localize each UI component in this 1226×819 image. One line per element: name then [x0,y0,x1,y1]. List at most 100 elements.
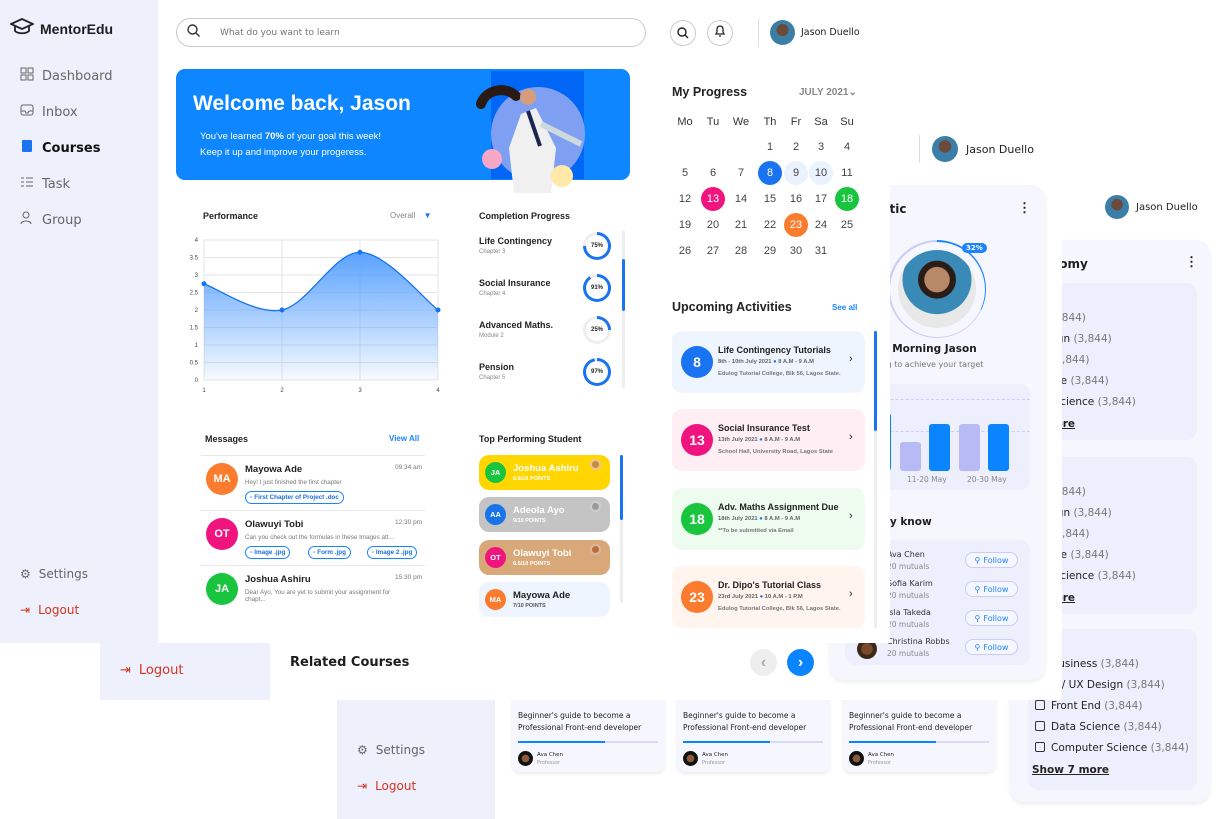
more-icon[interactable]: ⋮ [1018,200,1031,215]
avatar: AA [485,504,506,525]
attachment-chip[interactable]: ▫ Image 2 .jpg [366,546,418,559]
calendar-day[interactable]: 19 [678,219,692,231]
calendar-day[interactable]: 14 [734,193,748,205]
calendar-day[interactable]: 23 [784,213,808,237]
student-card[interactable]: AA Adeola Ayo 9/10 POINTS [479,497,610,532]
calendar-day[interactable]: 31 [814,245,828,257]
bar [958,424,980,471]
follow-button[interactable]: ⚲ Follow [965,552,1018,568]
calendar-day[interactable]: 27 [706,245,720,257]
follow-button[interactable]: ⚲ Follow [965,610,1018,626]
calendar-day[interactable]: 6 [709,167,717,179]
follow-button[interactable]: ⚲ Follow [965,639,1018,655]
attachment-chip[interactable]: ▫ First Chapter of Project .doc [245,491,344,504]
calendar-day[interactable]: 17 [814,193,828,205]
attachment-chip[interactable]: ▫ Image .jpg [245,546,291,559]
calendar-day[interactable]: 20 [706,219,720,231]
calendar-day[interactable]: 18 [835,187,859,211]
calendar-day[interactable]: 30 [789,245,803,257]
chevron-down-icon: ⌄ [848,87,857,98]
calendar-day[interactable]: 7 [737,167,745,179]
settings-button[interactable]: ⚙ Settings [20,567,88,581]
completion-scrollbar[interactable] [622,231,625,388]
header-user[interactable]: Jason Duello [770,20,860,45]
student-card[interactable]: JA Joshua Ashiru 9.6/10 POINTS [479,455,610,490]
activity-card[interactable]: 18 Adv. Maths Assignment Due 18th July 202… [672,488,865,550]
back-header-user[interactable]: Jason Duello [1105,195,1198,219]
student-card[interactable]: OT Olawuyi Tobi 8.5/10 POINTS [479,540,610,575]
activities-scrollbar[interactable] [874,331,877,628]
day-badge: 13 [681,424,713,456]
calendar-day[interactable]: 29 [763,245,777,257]
show-more-link[interactable]: Show 7 more [1032,764,1110,776]
calendar-day[interactable]: 1 [766,141,774,153]
calendar-day[interactable]: 2 [792,141,800,153]
chevron-right-icon[interactable]: › [849,510,853,522]
back-logout[interactable]: ⇥ Logout [357,779,417,793]
calendar-day[interactable]: 3 [817,141,825,153]
welcome-banner: Welcome back, Jason You've learned 70% o… [176,69,630,193]
silver-medal-icon [590,501,601,512]
calendar-day[interactable]: 10 [809,161,833,185]
filter-option[interactable]: Front End (3,844) [1035,700,1142,712]
filter-option[interactable]: Data Science (3,844) [1035,721,1162,733]
activity-card[interactable]: 13 Social Insurance Test 13th July 2021 ● … [672,409,865,471]
view-all-link[interactable]: View All [389,434,420,443]
calendar-day[interactable]: 9 [784,161,808,185]
image-icon: ▫ [313,549,316,556]
month-select[interactable]: JULY 2021⌄ [799,87,857,98]
prev-button[interactable]: ‹ [750,649,777,676]
back-settings[interactable]: ⚙ Settings [357,743,425,757]
notification-button[interactable] [707,20,733,46]
student-card[interactable]: MA Mayowa Ade 7/10 POINTS [479,582,610,617]
activity-card[interactable]: 8 Life Contingency Tutorials 8th - 10th Ju… [672,331,865,393]
search-bar[interactable] [176,18,646,47]
search-button[interactable] [670,20,696,46]
calendar-day[interactable]: 22 [763,219,777,231]
chevron-right-icon[interactable]: › [849,431,853,443]
calendar-day[interactable]: 8 [758,161,782,185]
calendar-day[interactable]: 21 [734,219,748,231]
calendar-day[interactable]: 25 [840,219,854,231]
y-tick-label: 1 [195,343,199,349]
course-progress [683,741,823,743]
see-all-link[interactable]: See all [832,303,858,312]
search-input[interactable] [220,27,600,38]
calendar-day[interactable]: 15 [763,193,777,205]
chevron-right-icon[interactable]: › [849,353,853,365]
performance-filter[interactable]: Overall ▼ [390,211,432,220]
calendar-day[interactable]: 26 [678,245,692,257]
weekday-label: Fr [790,116,802,128]
calendar-day[interactable]: 12 [678,193,692,205]
related-courses-title: Related Courses [290,655,410,670]
divider [758,19,759,47]
filter-option[interactable]: Computer Science (3,844) [1035,742,1189,754]
more-icon[interactable]: ⋮ [1185,254,1198,269]
sidebar-item-inbox[interactable]: Inbox [20,103,78,121]
activity-card[interactable]: 23 Dr. Dipo's Tutorial Class 23rd July 202… [672,566,865,628]
calendar-day[interactable]: 24 [814,219,828,231]
calendar-day[interactable]: 11 [841,167,853,179]
attachment-chip[interactable]: ▫ Form .jpg [308,546,351,559]
sidebar-item-task[interactable]: Task [20,175,70,193]
sidebar-item-dashboard[interactable]: Dashboard [20,67,113,85]
students-scrollbar[interactable] [620,455,623,603]
logout-button[interactable]: ⇥ Logout [20,603,80,617]
sidebar-item-courses[interactable]: Courses [20,139,100,157]
calendar-day[interactable]: 5 [681,167,689,179]
chevron-right-icon[interactable]: › [849,588,853,600]
sidebar-item-group[interactable]: Group [20,211,82,229]
calendar-day[interactable]: 16 [789,193,803,205]
next-button[interactable]: › [787,649,814,676]
filter-option[interactable]: UI/ UX Design (3,844) [1035,679,1165,691]
calendar-day[interactable]: 4 [843,141,851,153]
document-icon: ▫ [250,494,253,501]
follow-button[interactable]: ⚲ Follow [965,581,1018,597]
filter-option[interactable]: Business (3,844) [1035,658,1139,670]
course-progress [849,741,989,743]
area-fill [204,252,438,380]
logout-button[interactable]: ⇥ Logout [120,663,184,678]
calendar-day[interactable]: 13 [701,187,725,211]
header-user[interactable]: Jason Duello [932,136,1034,162]
calendar-day[interactable]: 28 [734,245,748,257]
